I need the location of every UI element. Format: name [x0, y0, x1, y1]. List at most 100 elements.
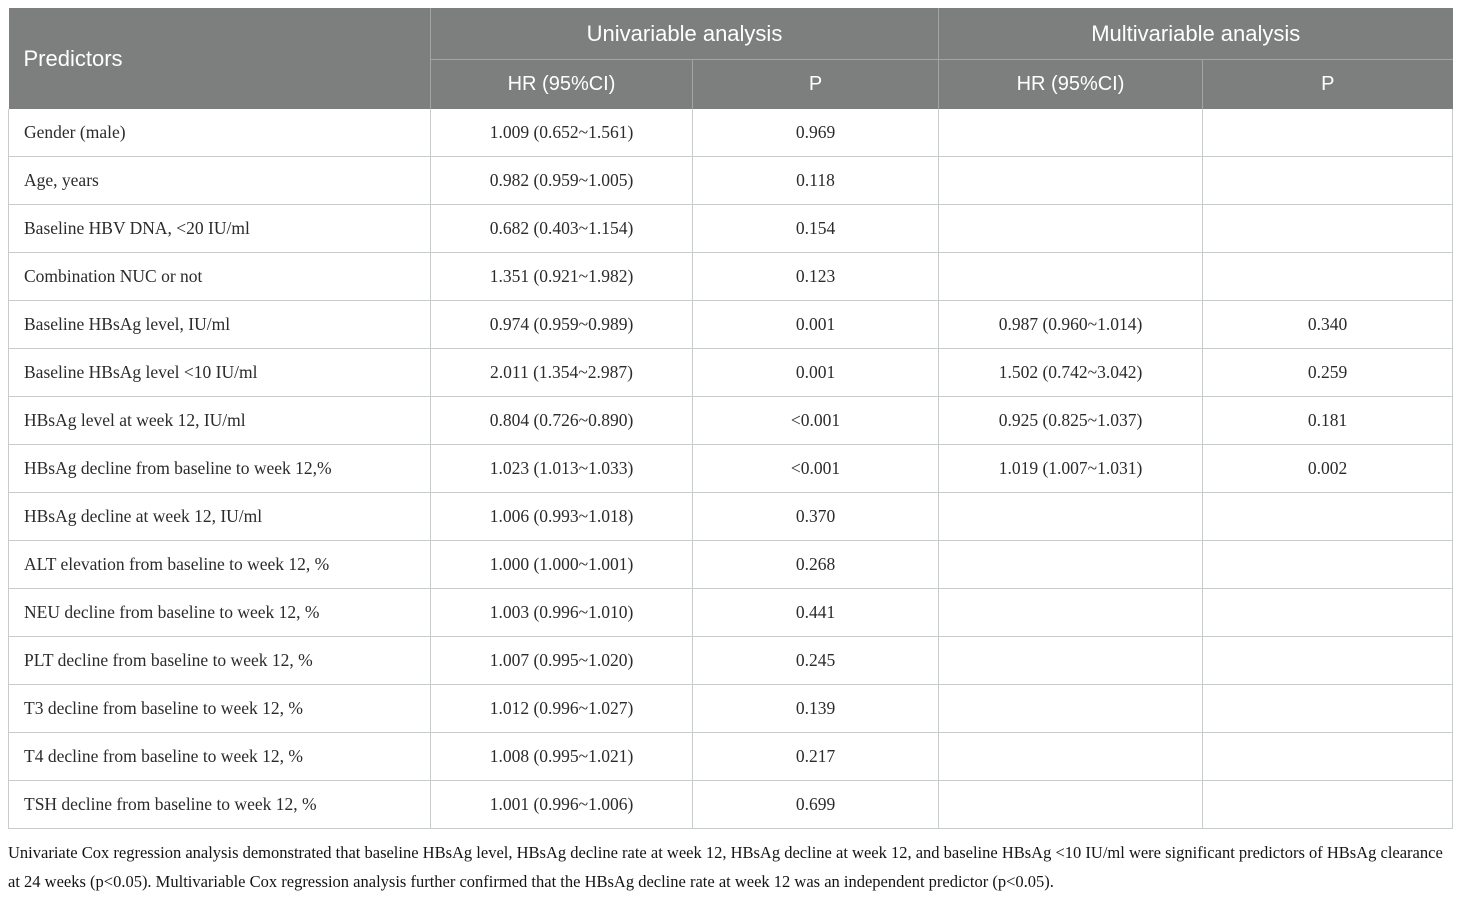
cell-uni-p: 0.268	[692, 540, 939, 589]
cell-multi-p	[1202, 588, 1453, 637]
cell-predictor: ALT elevation from baseline to week 12, …	[8, 540, 431, 589]
cell-multi-hr	[938, 780, 1203, 829]
table-row: T3 decline from baseline to week 12, % 1.…	[8, 684, 1453, 733]
cell-uni-p: <0.001	[692, 396, 939, 445]
table-row: Gender (male) 1.009 (0.652~1.561) 0.969	[8, 109, 1453, 157]
cell-multi-p: 0.181	[1202, 396, 1453, 445]
cell-multi-hr	[938, 588, 1203, 637]
cell-predictor: Age, years	[8, 156, 431, 205]
cell-predictor: PLT decline from baseline to week 12, %	[8, 636, 431, 685]
cell-multi-p: 0.002	[1202, 444, 1453, 493]
table-footnote: Univariate Cox regression analysis demon…	[8, 843, 1443, 891]
cell-predictor: T3 decline from baseline to week 12, %	[8, 684, 431, 733]
header-multivariable-p: P	[1202, 59, 1453, 109]
cell-uni-p: 0.441	[692, 588, 939, 637]
table-row: T4 decline from baseline to week 12, % 1.…	[8, 732, 1453, 781]
header-multivariable-hr: HR (95%CI)	[938, 59, 1203, 109]
cell-predictor: Baseline HBsAg level, IU/ml	[8, 300, 431, 349]
cell-uni-hr: 1.008 (0.995~1.021)	[430, 732, 693, 781]
cell-uni-p: 0.001	[692, 348, 939, 397]
cell-uni-p: 0.154	[692, 204, 939, 253]
cell-multi-hr: 1.502 (0.742~3.042)	[938, 348, 1203, 397]
table-row: TSH decline from baseline to week 12, % 1…	[8, 780, 1453, 829]
cell-multi-p	[1202, 204, 1453, 253]
cell-multi-p	[1202, 109, 1453, 157]
cell-multi-p	[1202, 492, 1453, 541]
cell-uni-hr: 1.351 (0.921~1.982)	[430, 252, 693, 301]
header-univariable-p: P	[692, 59, 939, 109]
table-row: Baseline HBsAg level <10 IU/ml 2.011 (1.3…	[8, 348, 1453, 397]
cell-predictor: Gender (male)	[8, 109, 431, 157]
cell-uni-p: 0.139	[692, 684, 939, 733]
cell-uni-hr: 0.804 (0.726~0.890)	[430, 396, 693, 445]
cell-uni-hr: 1.009 (0.652~1.561)	[430, 109, 693, 157]
header-predictors: Predictors	[8, 8, 431, 109]
cell-multi-hr: 0.987 (0.960~1.014)	[938, 300, 1203, 349]
cell-uni-p: <0.001	[692, 444, 939, 493]
cell-uni-hr: 1.001 (0.996~1.006)	[430, 780, 693, 829]
cell-predictor: Baseline HBV DNA, <20 IU/ml	[8, 204, 431, 253]
cell-multi-p	[1202, 636, 1453, 685]
cell-predictor: T4 decline from baseline to week 12, %	[8, 732, 431, 781]
header-univariable-analysis: Univariable analysis	[430, 8, 939, 60]
cell-uni-p: 0.969	[692, 109, 939, 157]
cell-uni-hr: 0.682 (0.403~1.154)	[430, 204, 693, 253]
cell-multi-hr	[938, 492, 1203, 541]
table-row: Baseline HBV DNA, <20 IU/ml 0.682 (0.403~…	[8, 204, 1453, 253]
cell-predictor: Combination NUC or not	[8, 252, 431, 301]
cell-multi-hr	[938, 732, 1203, 781]
table-row: ALT elevation from baseline to week 12, …	[8, 540, 1453, 589]
cell-uni-p: 0.370	[692, 492, 939, 541]
cell-multi-p	[1202, 156, 1453, 205]
cell-multi-hr	[938, 156, 1203, 205]
cell-multi-hr	[938, 684, 1203, 733]
cell-multi-hr	[938, 636, 1203, 685]
table-header: Predictors Univariable analysis Multivar…	[8, 8, 1453, 109]
cell-predictor: HBsAg level at week 12, IU/ml	[8, 396, 431, 445]
cell-predictor: NEU decline from baseline to week 12, %	[8, 588, 431, 637]
cell-multi-hr	[938, 252, 1203, 301]
cell-uni-p: 0.699	[692, 780, 939, 829]
cell-multi-p	[1202, 540, 1453, 589]
cell-multi-hr: 1.019 (1.007~1.031)	[938, 444, 1203, 493]
cell-predictor: Baseline HBsAg level <10 IU/ml	[8, 348, 431, 397]
cell-uni-hr: 1.007 (0.995~1.020)	[430, 636, 693, 685]
cell-predictor: HBsAg decline from baseline to week 12,%	[8, 444, 431, 493]
cell-uni-p: 0.001	[692, 300, 939, 349]
cell-multi-p	[1202, 684, 1453, 733]
cell-uni-hr: 1.000 (1.000~1.001)	[430, 540, 693, 589]
cell-uni-hr: 1.012 (0.996~1.027)	[430, 684, 693, 733]
table-row: HBsAg decline from baseline to week 12,%…	[8, 444, 1453, 493]
header-univariable-hr: HR (95%CI)	[430, 59, 693, 109]
cell-uni-p: 0.123	[692, 252, 939, 301]
table-row: Age, years 0.982 (0.959~1.005) 0.118	[8, 156, 1453, 205]
table-row: Baseline HBsAg level, IU/ml 0.974 (0.959~…	[8, 300, 1453, 349]
cell-uni-hr: 2.011 (1.354~2.987)	[430, 348, 693, 397]
table-row: Combination NUC or not 1.351 (0.921~1.982…	[8, 252, 1453, 301]
cell-multi-hr: 0.925 (0.825~1.037)	[938, 396, 1203, 445]
cell-multi-hr	[938, 109, 1203, 157]
table-body: Gender (male) 1.009 (0.652~1.561) 0.969 Age…	[8, 109, 1453, 829]
cell-uni-hr: 1.003 (0.996~1.010)	[430, 588, 693, 637]
cell-multi-hr	[938, 204, 1203, 253]
cell-predictor: TSH decline from baseline to week 12, %	[8, 780, 431, 829]
table-row: HBsAg level at week 12, IU/ml 0.804 (0.72…	[8, 396, 1453, 445]
cell-multi-p: 0.340	[1202, 300, 1453, 349]
cell-uni-p: 0.217	[692, 732, 939, 781]
table-row: HBsAg decline at week 12, IU/ml 1.006 (0.…	[8, 492, 1453, 541]
cell-uni-hr: 0.982 (0.959~1.005)	[430, 156, 693, 205]
cell-uni-p: 0.245	[692, 636, 939, 685]
header-multivariable-analysis: Multivariable analysis	[938, 8, 1453, 60]
cell-uni-p: 0.118	[692, 156, 939, 205]
cox-regression-table: Predictors Univariable analysis Multivar…	[8, 8, 1453, 829]
cell-uni-hr: 1.023 (1.013~1.033)	[430, 444, 693, 493]
table-row: NEU decline from baseline to week 12, % 1…	[8, 588, 1453, 637]
cell-multi-p	[1202, 732, 1453, 781]
cell-predictor: HBsAg decline at week 12, IU/ml	[8, 492, 431, 541]
table-row: PLT decline from baseline to week 12, % 1…	[8, 636, 1453, 685]
cell-uni-hr: 0.974 (0.959~0.989)	[430, 300, 693, 349]
cell-multi-p: 0.259	[1202, 348, 1453, 397]
cell-multi-p	[1202, 780, 1453, 829]
cell-multi-p	[1202, 252, 1453, 301]
